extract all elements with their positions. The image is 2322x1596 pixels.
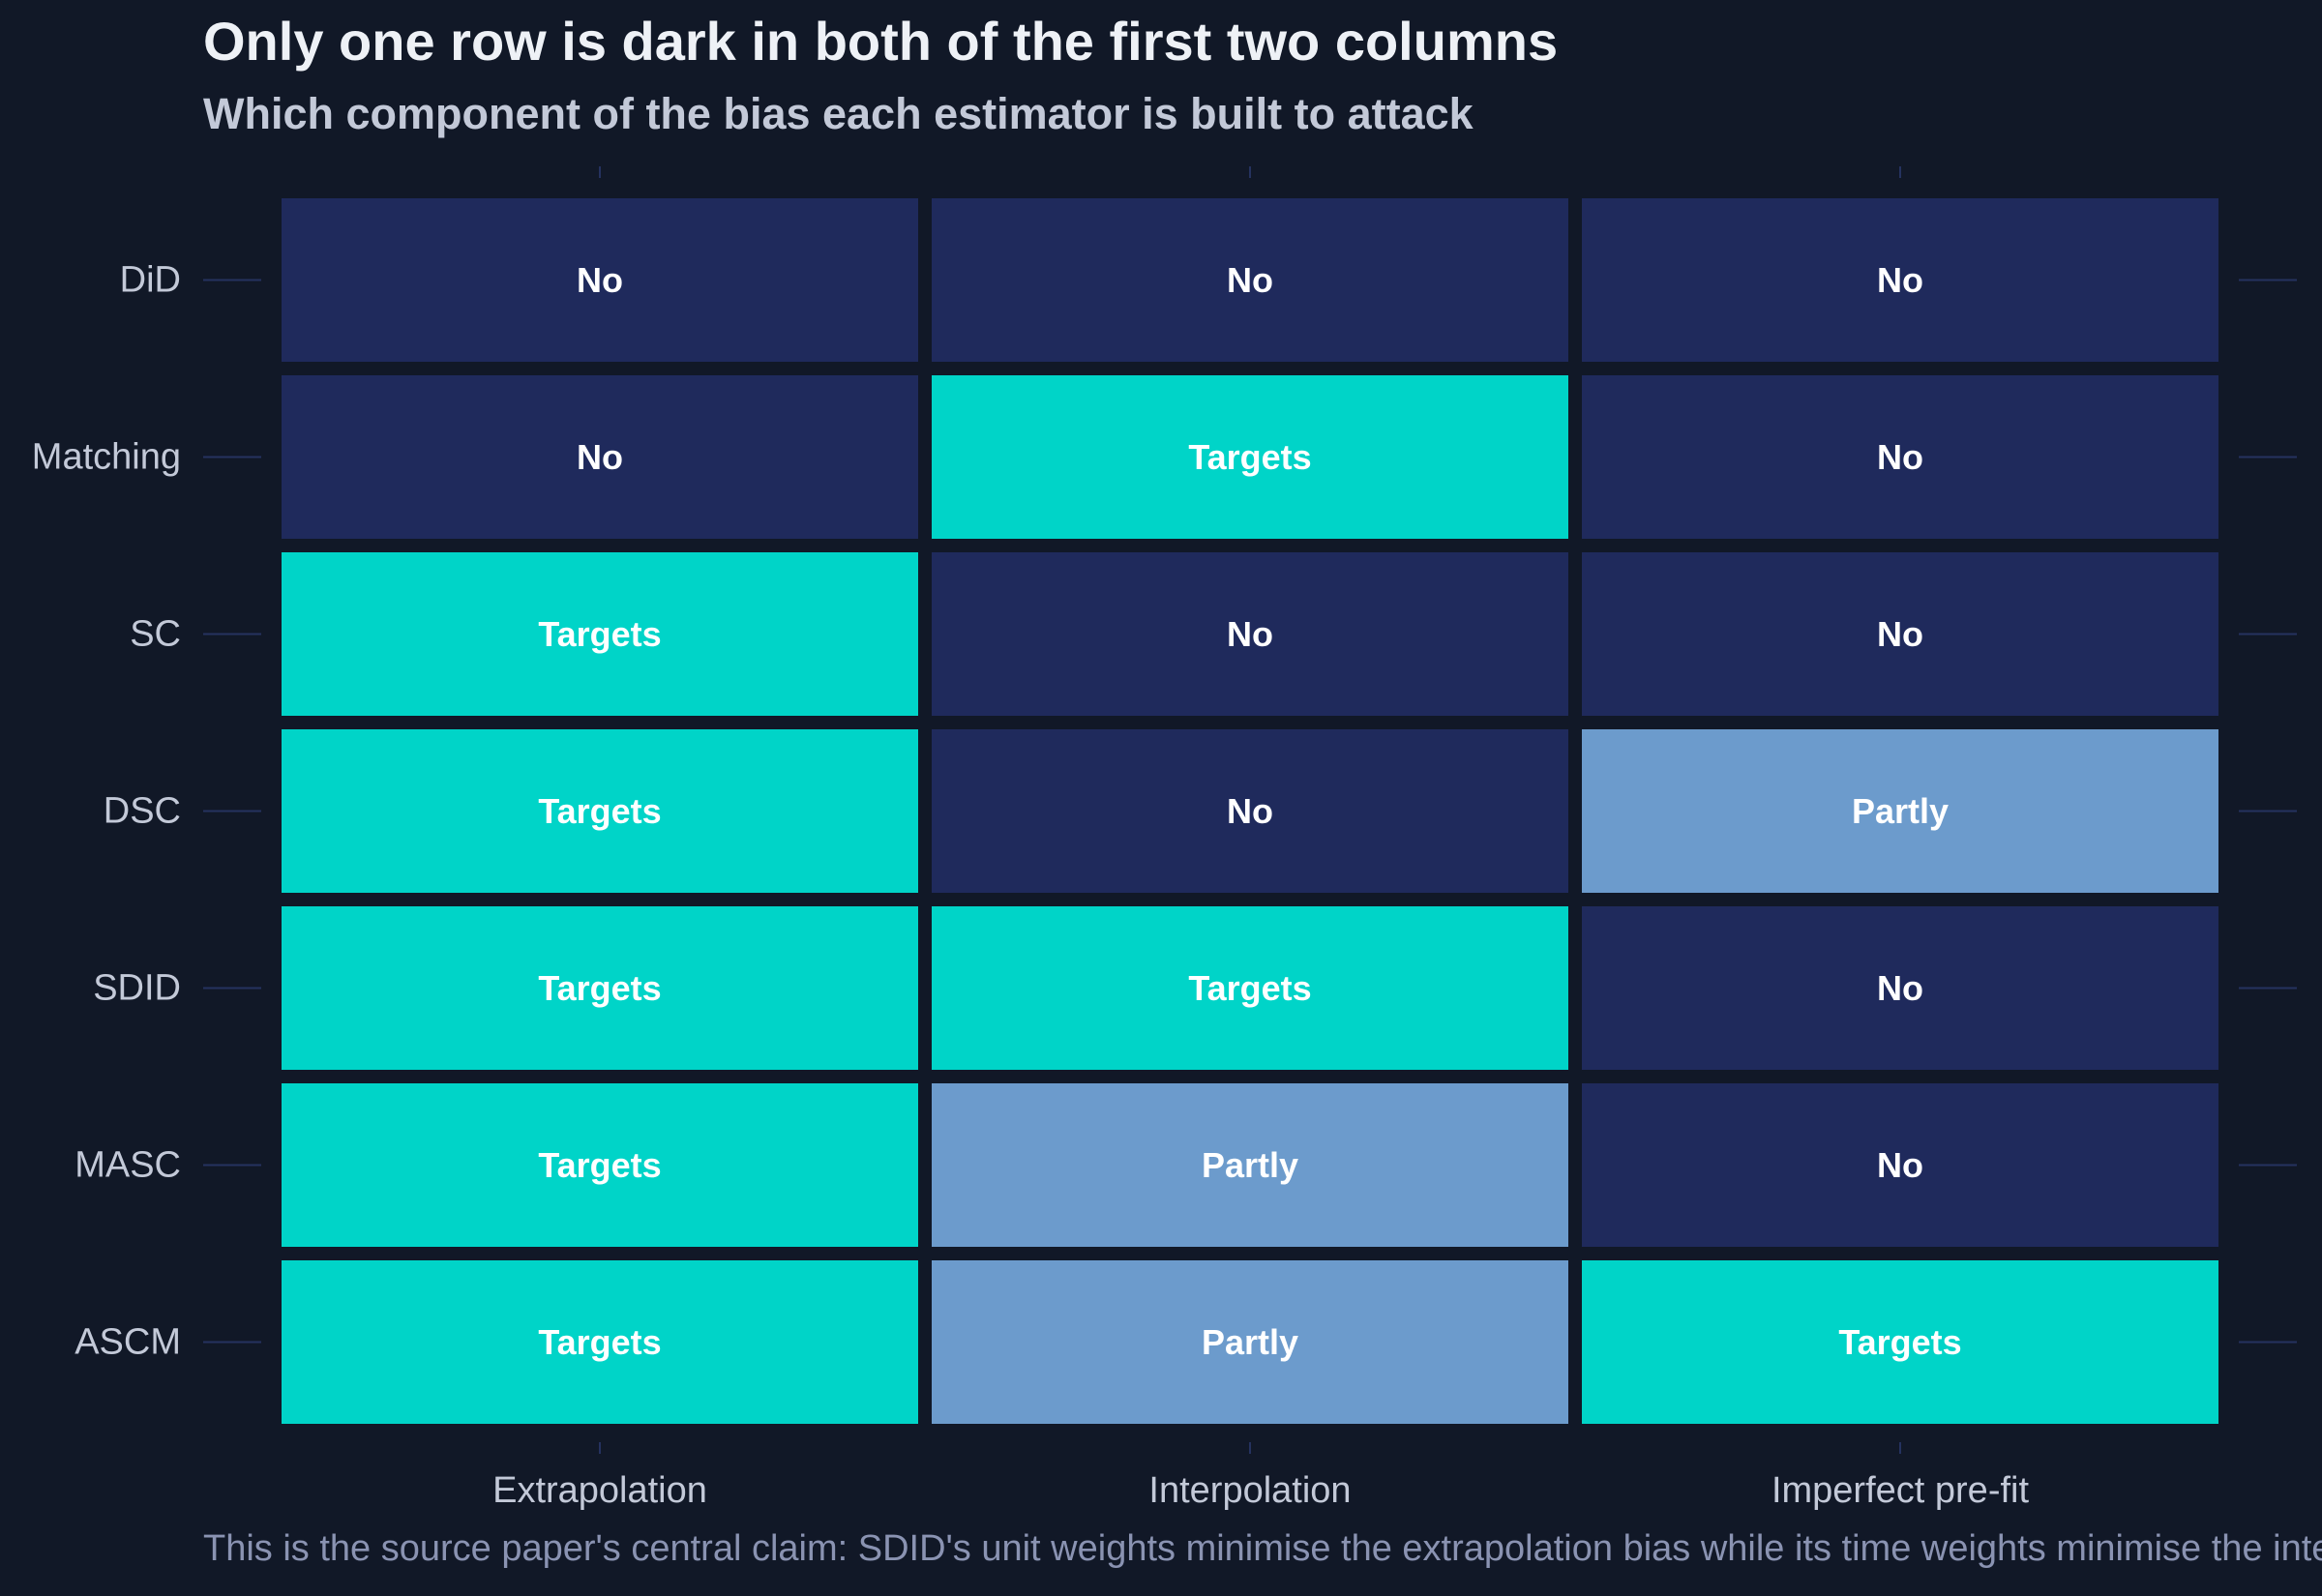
x-tick-label-interpolation: Interpolation (1148, 1470, 1351, 1511)
heatmap-cell-masc-extrapolation (282, 1083, 918, 1247)
cell-label: No (577, 437, 623, 477)
heatmap-cell-did-imperfect-pre-fit (1582, 198, 2218, 362)
cell-label: Targets (538, 1322, 661, 1362)
cell-label: No (1227, 614, 1273, 654)
heatmap-cell-sc-imperfect-pre-fit (1582, 552, 2218, 716)
cell-label: Targets (538, 968, 661, 1008)
heatmap-cell-did-interpolation (932, 198, 1568, 362)
cell-label: No (1227, 260, 1273, 300)
cell-label: Targets (1188, 437, 1311, 477)
cell-label: Targets (538, 614, 661, 654)
cell-label: No (577, 260, 623, 300)
heatmap-cell-ascm-imperfect-pre-fit (1582, 1260, 2218, 1424)
cell-label: No (1877, 260, 1923, 300)
chart-subtitle: Which component of the bias each estimat… (203, 89, 1474, 138)
heatmap-cell-dsc-extrapolation (282, 729, 918, 893)
heatmap-cell-masc-imperfect-pre-fit (1582, 1083, 2218, 1247)
heatmap-cell-matching-imperfect-pre-fit (1582, 375, 2218, 539)
cell-label: Partly (1202, 1145, 1298, 1185)
heatmap-cell-did-extrapolation (282, 198, 918, 362)
cell-label: No (1227, 791, 1273, 831)
x-tick-label-imperfect-pre-fit: Imperfect pre-fit (1771, 1470, 2030, 1511)
cell-label: Targets (1188, 968, 1311, 1008)
cell-label: No (1877, 437, 1923, 477)
y-tick-label-sc: SC (130, 614, 181, 655)
heatmap-cell-dsc-interpolation (932, 729, 1568, 893)
y-tick-label-matching: Matching (32, 437, 181, 478)
heatmap-cell-ascm-extrapolation (282, 1260, 918, 1424)
heatmap-cell-matching-extrapolation (282, 375, 918, 539)
chart-caption: This is the source paper's central claim… (203, 1528, 2322, 1569)
heatmap-cell-sdid-imperfect-pre-fit (1582, 906, 2218, 1070)
heatmap-cell-masc-interpolation (932, 1083, 1568, 1247)
cell-label: Targets (538, 1145, 661, 1185)
cell-label: Partly (1852, 791, 1949, 831)
y-tick-label-dsc: DSC (104, 791, 181, 832)
heatmap-cell-sc-extrapolation (282, 552, 918, 716)
y-tick-label-sdid: SDID (93, 968, 181, 1009)
y-tick-label-did: DiD (120, 260, 181, 301)
heatmap-cell-ascm-interpolation (932, 1260, 1568, 1424)
cell-label: Partly (1202, 1322, 1298, 1362)
heatmap-cell-sc-interpolation (932, 552, 1568, 716)
y-tick-label-masc: MASC (74, 1145, 181, 1186)
cell-label: Targets (1838, 1322, 1961, 1362)
chart-title: Only one row is dark in both of the firs… (203, 11, 1559, 72)
heatmap-cell-dsc-imperfect-pre-fit (1582, 729, 2218, 893)
y-tick-label-ascm: ASCM (74, 1322, 181, 1363)
x-tick-label-extrapolation: Extrapolation (492, 1470, 707, 1511)
cell-label: No (1877, 1145, 1923, 1185)
cell-label: Targets (538, 791, 661, 831)
cell-label: No (1877, 614, 1923, 654)
heatmap-cell-sdid-interpolation (932, 906, 1568, 1070)
cell-label: No (1877, 968, 1923, 1008)
heatmap-cell-sdid-extrapolation (282, 906, 918, 1070)
heatmap-cell-matching-interpolation (932, 375, 1568, 539)
